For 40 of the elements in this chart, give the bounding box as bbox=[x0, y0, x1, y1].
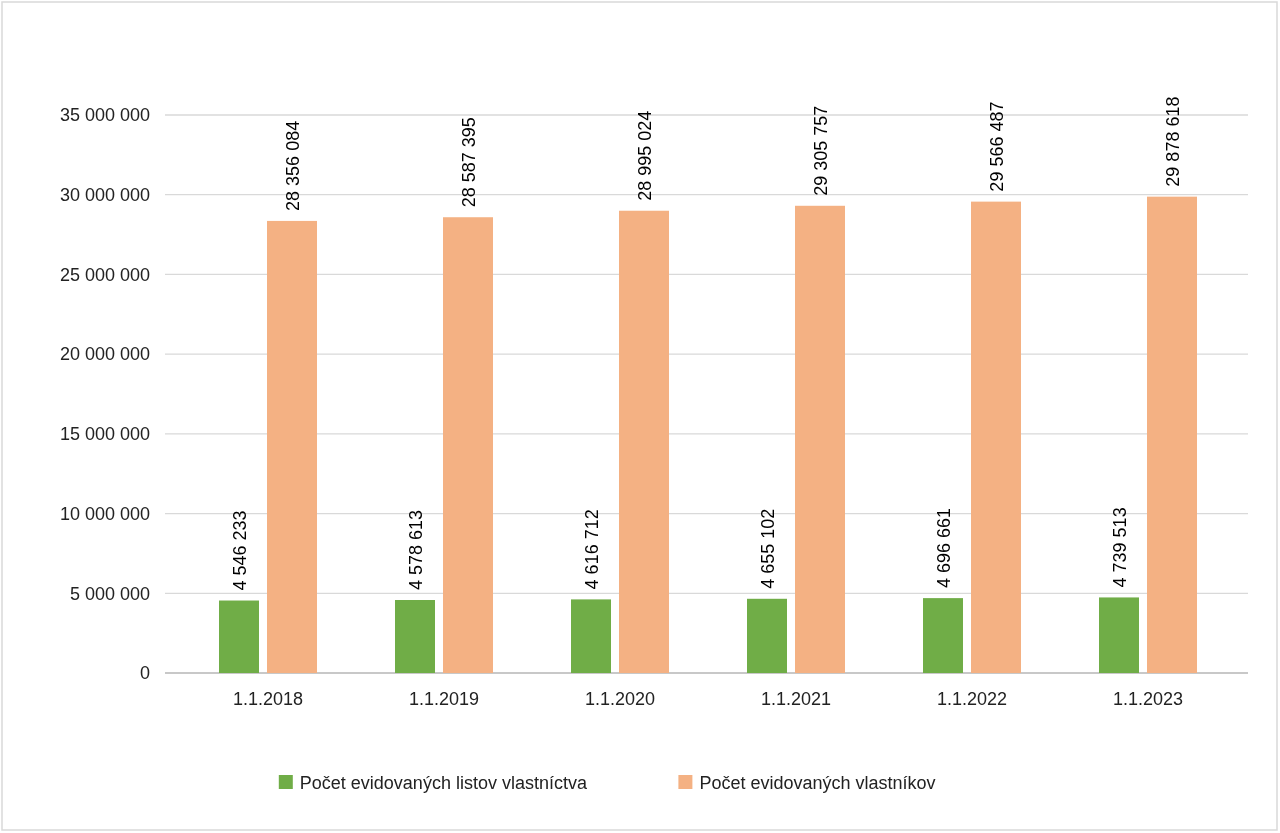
bar bbox=[747, 598, 787, 673]
data-label: 29 566 487 bbox=[987, 101, 1007, 192]
y-tick-label: 10 000 000 bbox=[59, 503, 150, 524]
data-label: 29 878 618 bbox=[1163, 96, 1183, 187]
data-label: 28 356 084 bbox=[283, 120, 303, 211]
bar bbox=[1099, 597, 1139, 673]
data-label: 4 578 613 bbox=[406, 509, 426, 590]
bar bbox=[443, 217, 493, 673]
bar bbox=[395, 600, 435, 673]
bar bbox=[571, 599, 611, 673]
data-label: 4 546 233 bbox=[230, 510, 250, 591]
y-tick-label: 35 000 000 bbox=[59, 105, 150, 126]
x-tick-label: 1.1.2021 bbox=[760, 689, 832, 709]
bar bbox=[267, 220, 317, 673]
legend-label: Počet evidovaných listov vlastníctva bbox=[299, 773, 588, 794]
bar bbox=[971, 201, 1021, 673]
x-tick-label: 1.1.2018 bbox=[232, 689, 304, 709]
data-label: 4 739 513 bbox=[1110, 507, 1130, 588]
y-tick-label: 15 000 000 bbox=[59, 424, 150, 445]
y-tick-label: 5 000 000 bbox=[69, 583, 150, 604]
bar bbox=[1147, 196, 1197, 673]
y-tick-label: 30 000 000 bbox=[59, 185, 150, 206]
bar bbox=[795, 205, 845, 673]
data-label: 29 305 757 bbox=[811, 105, 831, 196]
y-tick-label: 20 000 000 bbox=[59, 344, 150, 365]
data-label: 4 696 661 bbox=[934, 508, 954, 589]
x-tick-label: 1.1.2020 bbox=[584, 689, 656, 709]
y-tick-label: 0 bbox=[139, 663, 150, 684]
data-label: 28 995 024 bbox=[635, 110, 655, 201]
bar bbox=[619, 210, 669, 673]
x-tick-label: 1.1.2023 bbox=[1112, 689, 1184, 709]
data-label: 4 616 712 bbox=[582, 509, 602, 590]
data-label: 4 655 102 bbox=[758, 508, 778, 589]
x-tick-label: 1.1.2019 bbox=[408, 689, 480, 709]
y-tick-label: 25 000 000 bbox=[59, 264, 150, 285]
legend-label: Počet evidovaných vlastníkov bbox=[699, 773, 936, 794]
bar bbox=[219, 600, 259, 673]
bar bbox=[923, 598, 963, 673]
data-label: 28 587 395 bbox=[459, 117, 479, 208]
x-tick-label: 1.1.2022 bbox=[936, 689, 1008, 709]
